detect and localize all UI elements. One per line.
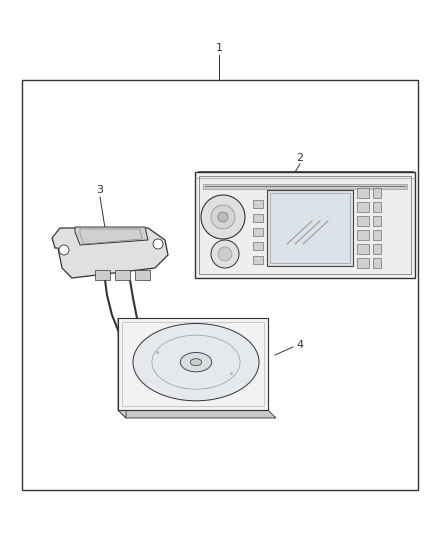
Text: *: *: [156, 351, 159, 357]
Bar: [357, 216, 369, 226]
Circle shape: [211, 240, 239, 268]
Bar: [357, 244, 369, 254]
Bar: [199, 176, 411, 274]
Bar: [253, 228, 263, 236]
Circle shape: [218, 247, 232, 261]
Text: 2: 2: [297, 153, 304, 163]
Bar: [373, 188, 381, 198]
Bar: [115, 270, 130, 280]
Polygon shape: [52, 228, 168, 278]
Text: *: *: [230, 372, 233, 378]
Bar: [118, 318, 268, 410]
Bar: [373, 202, 381, 212]
Bar: [373, 216, 381, 226]
Bar: [135, 270, 150, 280]
Bar: [22, 80, 418, 490]
Circle shape: [153, 239, 163, 249]
Circle shape: [59, 245, 69, 255]
Bar: [357, 202, 369, 212]
Bar: [253, 242, 263, 250]
Bar: [253, 214, 263, 222]
Bar: [95, 270, 110, 280]
Polygon shape: [75, 227, 148, 245]
Circle shape: [201, 195, 245, 239]
Circle shape: [218, 212, 228, 222]
Bar: [122, 322, 264, 406]
Bar: [357, 188, 369, 198]
Bar: [373, 230, 381, 240]
Polygon shape: [118, 410, 276, 418]
Bar: [253, 200, 263, 208]
Bar: [357, 258, 369, 268]
Bar: [253, 256, 263, 264]
Bar: [267, 190, 353, 266]
Text: 3: 3: [96, 185, 103, 195]
Bar: [357, 230, 369, 240]
Text: 1: 1: [215, 43, 223, 53]
Text: 4: 4: [297, 340, 304, 350]
Ellipse shape: [191, 359, 201, 366]
Circle shape: [211, 205, 235, 229]
Bar: [203, 184, 407, 189]
Polygon shape: [118, 318, 126, 418]
Bar: [195, 172, 415, 278]
Ellipse shape: [180, 352, 212, 372]
Bar: [373, 244, 381, 254]
Bar: [373, 258, 381, 268]
Ellipse shape: [133, 324, 259, 401]
Bar: [270, 193, 350, 263]
